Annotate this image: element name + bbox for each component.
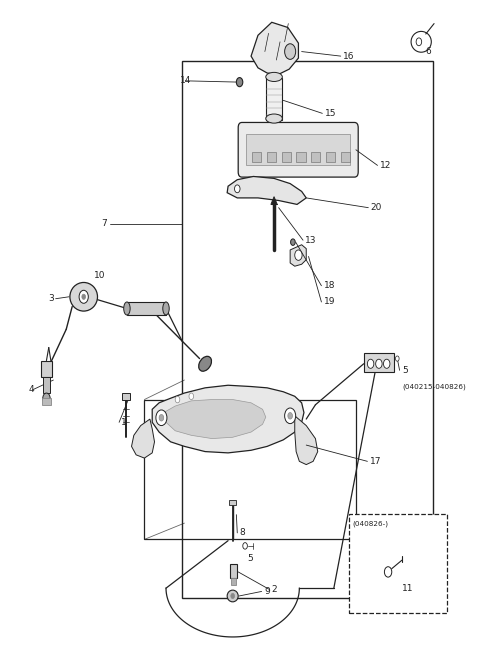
FancyBboxPatch shape	[238, 123, 358, 177]
Text: 2: 2	[272, 585, 277, 594]
Circle shape	[82, 294, 85, 299]
Ellipse shape	[124, 302, 130, 315]
Text: 9: 9	[264, 587, 270, 596]
Bar	[230, 564, 237, 579]
Circle shape	[295, 250, 302, 260]
Ellipse shape	[266, 114, 282, 123]
Bar	[282, 152, 291, 162]
Ellipse shape	[266, 72, 282, 81]
Circle shape	[189, 393, 193, 400]
Bar	[182, 61, 432, 598]
Circle shape	[79, 290, 88, 303]
Bar	[364, 354, 394, 371]
Text: 10: 10	[94, 272, 105, 281]
Text: (040215-040826): (040215-040826)	[402, 383, 466, 390]
Polygon shape	[152, 385, 304, 453]
Circle shape	[159, 415, 164, 421]
Polygon shape	[132, 419, 155, 458]
Bar	[144, 400, 356, 539]
Bar	[43, 377, 50, 393]
Text: 20: 20	[371, 203, 382, 212]
Circle shape	[43, 393, 50, 403]
Text: 6: 6	[426, 47, 432, 56]
Circle shape	[236, 77, 243, 87]
FancyBboxPatch shape	[348, 514, 447, 613]
Bar	[41, 361, 52, 377]
Circle shape	[288, 413, 292, 419]
Text: 4: 4	[28, 385, 34, 394]
Ellipse shape	[199, 356, 212, 371]
Circle shape	[376, 359, 382, 368]
Text: (040826-): (040826-)	[352, 520, 388, 527]
Circle shape	[235, 185, 240, 193]
Polygon shape	[227, 176, 306, 205]
Circle shape	[156, 410, 167, 426]
Text: 1: 1	[121, 418, 127, 427]
Circle shape	[285, 44, 296, 59]
Text: 16: 16	[343, 52, 355, 60]
Bar	[296, 152, 306, 162]
Bar	[326, 152, 335, 162]
Text: 7: 7	[102, 219, 108, 228]
Text: 14: 14	[180, 76, 191, 85]
Bar	[311, 152, 320, 162]
Circle shape	[175, 396, 180, 403]
Text: 11: 11	[402, 584, 413, 592]
Bar	[42, 398, 51, 405]
Bar	[266, 77, 282, 120]
Bar	[229, 500, 236, 505]
Text: 5: 5	[402, 366, 408, 375]
Ellipse shape	[227, 590, 238, 602]
Polygon shape	[290, 245, 306, 266]
Circle shape	[367, 359, 374, 368]
Text: 15: 15	[324, 109, 336, 118]
Text: 3: 3	[49, 295, 55, 303]
Polygon shape	[295, 416, 318, 464]
Circle shape	[396, 356, 399, 361]
Text: 19: 19	[324, 297, 335, 306]
Text: 17: 17	[370, 457, 381, 466]
Bar	[341, 152, 350, 162]
Bar	[267, 152, 276, 162]
Circle shape	[285, 408, 296, 424]
Ellipse shape	[70, 283, 97, 311]
Circle shape	[416, 38, 421, 46]
Text: 8: 8	[240, 528, 245, 537]
Circle shape	[243, 543, 247, 549]
Polygon shape	[271, 197, 277, 205]
Text: 5: 5	[247, 554, 253, 564]
Bar	[122, 393, 130, 400]
Ellipse shape	[163, 302, 169, 315]
Polygon shape	[251, 22, 299, 74]
Circle shape	[384, 359, 390, 368]
Text: 13: 13	[305, 236, 317, 245]
Circle shape	[231, 594, 235, 598]
Text: 18: 18	[324, 281, 335, 290]
Bar	[231, 579, 236, 585]
Polygon shape	[164, 400, 266, 439]
Text: 12: 12	[380, 161, 391, 170]
Bar	[246, 134, 350, 165]
Bar	[127, 302, 166, 315]
Circle shape	[290, 239, 295, 245]
Bar	[252, 152, 261, 162]
